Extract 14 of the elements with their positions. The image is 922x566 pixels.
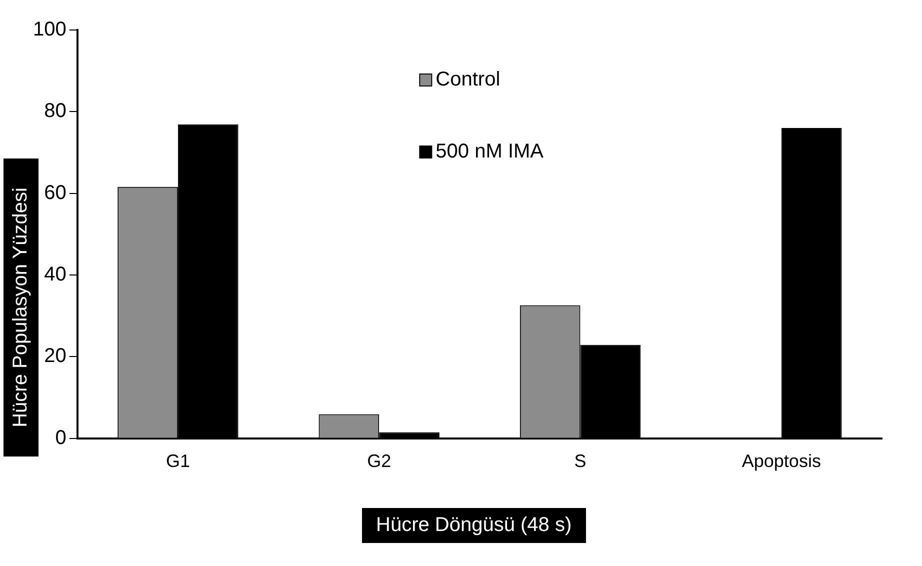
y-tick-label: 100	[32, 18, 66, 41]
x-tick-label: G2	[367, 451, 392, 472]
x-axis-title: Hücre Döngüsü (48 s)	[362, 508, 586, 543]
y-tick-label: 0	[55, 426, 66, 449]
x-tick-label: Apoptosis	[742, 451, 821, 472]
legend-label: 500 nM IMA	[436, 140, 544, 163]
y-tick-label: 40	[44, 264, 66, 286]
y-axis-title: Hücre Populasyon Yüzdesi	[4, 158, 38, 456]
legend-label: Control	[436, 68, 500, 91]
y-tick-label: 60	[44, 182, 66, 204]
x-tick-label: S	[574, 451, 586, 472]
y-tick-label: 20	[44, 345, 66, 368]
x-tick-label: G1	[166, 451, 190, 472]
y-tick-label: 80	[44, 100, 66, 122]
